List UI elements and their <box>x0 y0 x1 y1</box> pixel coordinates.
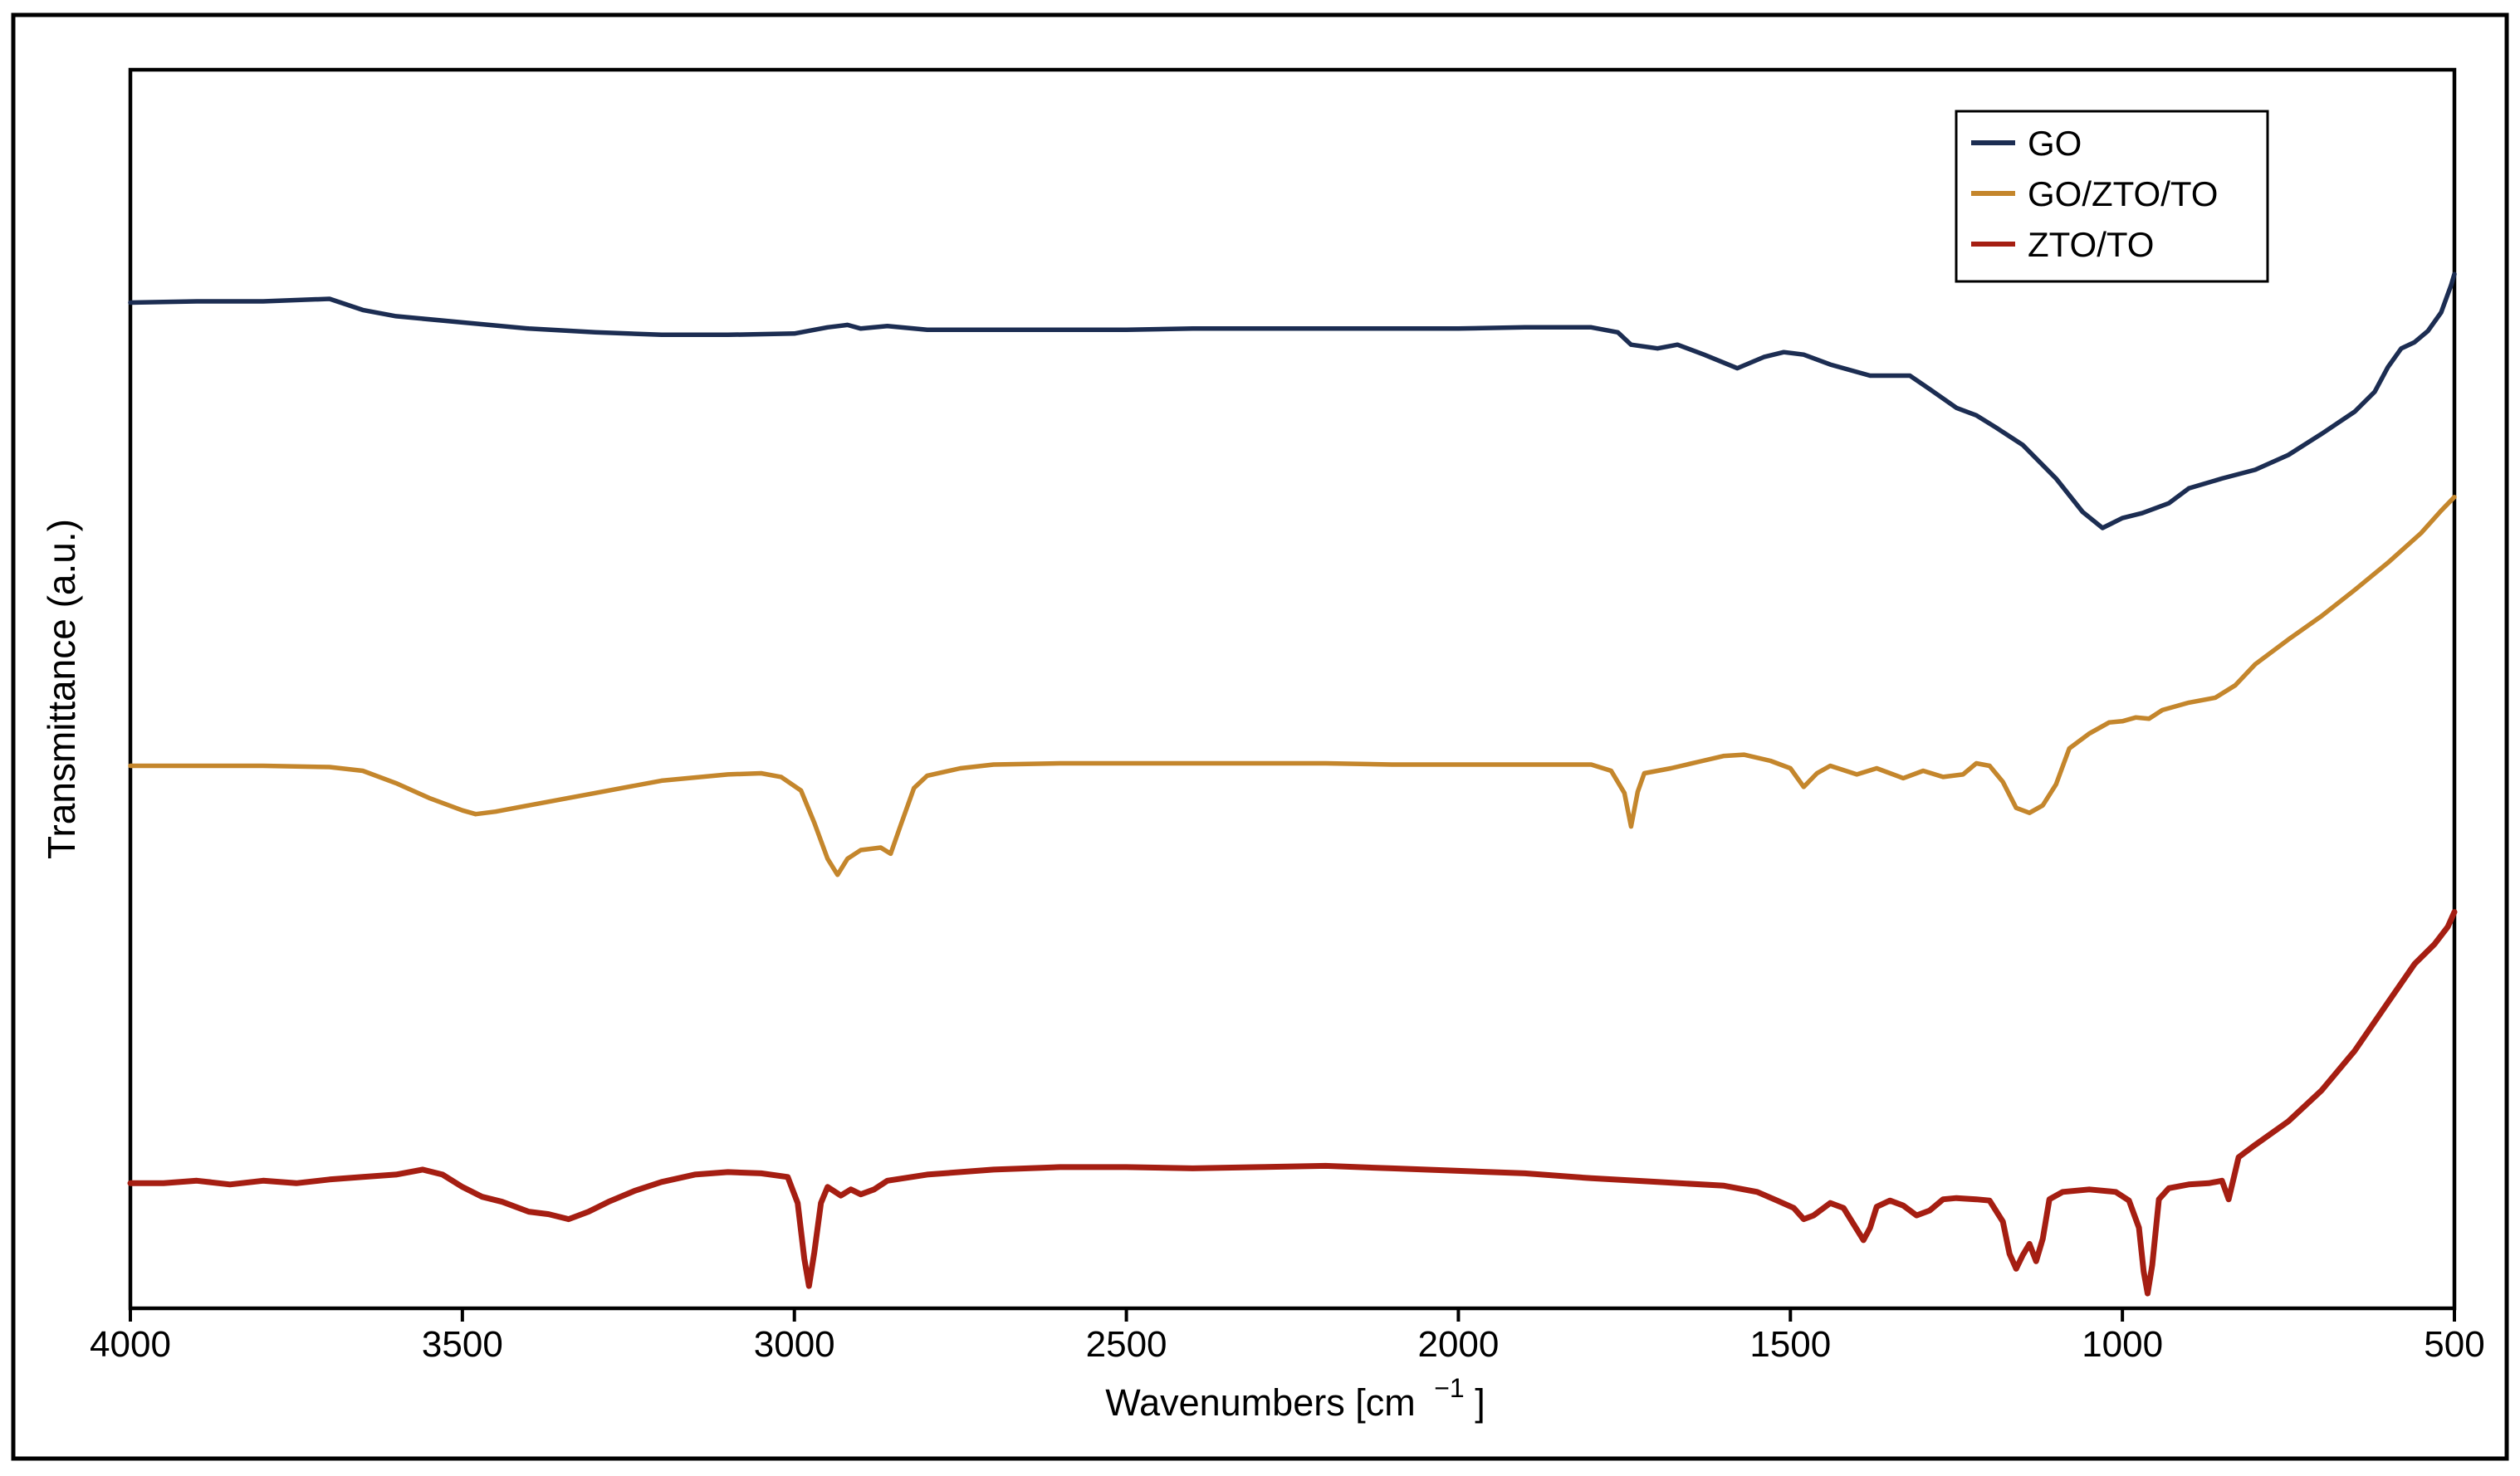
x-axis-tick-labels: 4000 3500 3000 2500 2000 1500 1000 500 <box>90 1324 2485 1365</box>
x-axis-title-superscript: −1 <box>1434 1373 1464 1403</box>
y-axis-title: Transmittance (a.u.) <box>40 519 83 859</box>
legend-label-zto-to: ZTO/TO <box>2028 225 2154 264</box>
legend-label-go-zto-to: GO/ZTO/TO <box>2028 174 2218 213</box>
legend-box <box>1955 110 2269 283</box>
x-tick-label-500: 500 <box>2424 1324 2484 1365</box>
x-axis-title-main: Wavenumbers [cm <box>1105 1381 1415 1424</box>
series-line-go <box>128 271 2457 530</box>
series-line-go-zto-to <box>128 494 2457 877</box>
x-tick-label-2500: 2500 <box>1086 1324 1167 1365</box>
series-line-zto-to <box>127 909 2458 1297</box>
series-lines <box>127 271 2458 1297</box>
x-axis-title: Wavenumbers [cm −1 ] <box>1105 1363 1485 1424</box>
legend: GO GO/ZTO/TO ZTO/TO <box>1955 110 2269 283</box>
x-tick-label-1000: 1000 <box>2082 1324 2163 1365</box>
x-tick-label-4000: 4000 <box>90 1324 171 1365</box>
x-tick-label-2000: 2000 <box>1417 1324 1499 1365</box>
legend-items: GO GO/ZTO/TO ZTO/TO <box>1971 124 2218 264</box>
x-axis-title-close: ] <box>1475 1381 1485 1424</box>
x-axis-ticks <box>129 1308 2456 1322</box>
legend-label-go: GO <box>2028 124 2082 163</box>
x-tick-label-1500: 1500 <box>1749 1324 1831 1365</box>
x-tick-label-3000: 3000 <box>754 1324 835 1365</box>
x-tick-label-3500: 3500 <box>422 1324 503 1365</box>
